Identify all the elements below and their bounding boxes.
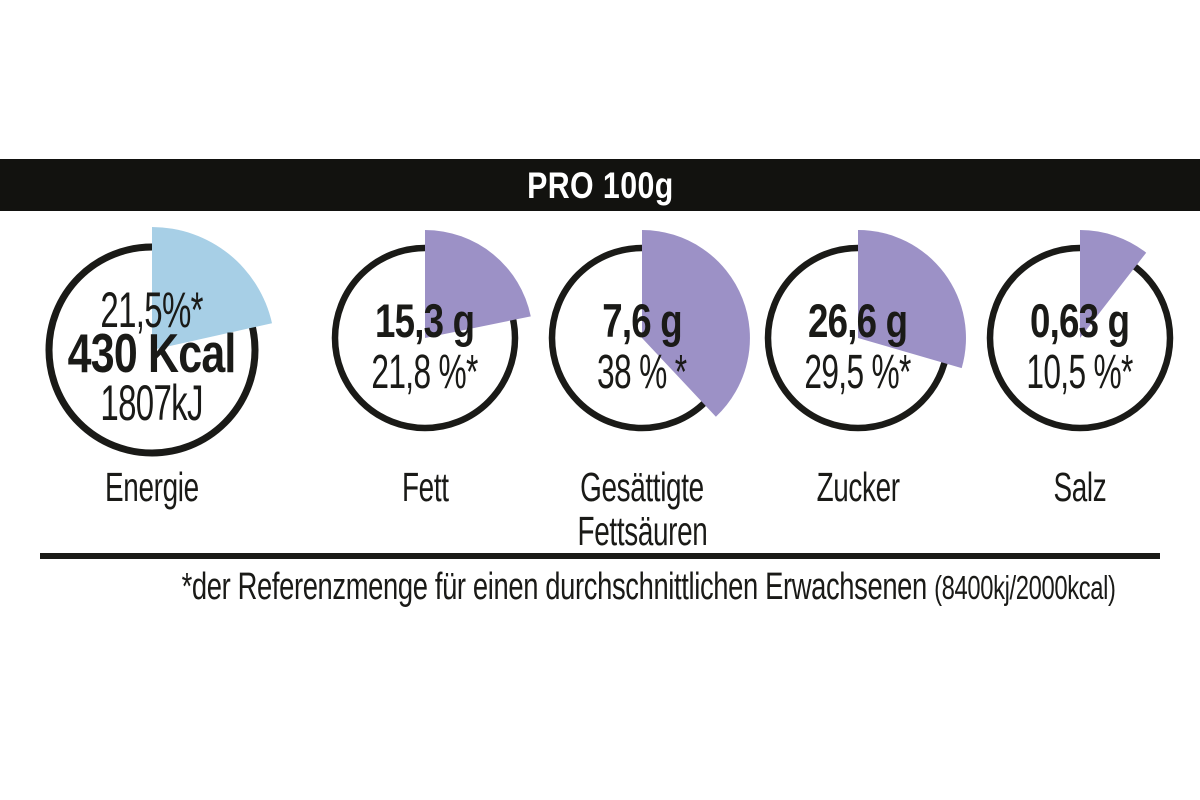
- label-salz: Salz: [1053, 464, 1107, 510]
- gesaettigte-percent: 38 % *: [597, 346, 687, 399]
- salz-percent: 10,5 %*: [1026, 346, 1134, 399]
- energie-percent: 21,5%*: [100, 282, 204, 338]
- fett-percent: 21,8 %*: [371, 346, 479, 399]
- label-energie: Energie: [105, 464, 199, 510]
- energie-kcal-value: 430 Kcal: [68, 322, 237, 384]
- footnote-reference-values: (8400kj/2000kcal): [934, 569, 1116, 606]
- gesaettigte-grams-value: 7,6 g: [602, 294, 682, 347]
- pie-wedge-salz: [1080, 230, 1147, 338]
- dial-salz: 0,63 g 10,5 %*: [960, 210, 1200, 450]
- header-bar: PRO 100g: [0, 159, 1200, 211]
- zucker-percent: 29,5 %*: [804, 346, 912, 399]
- label-zucker: Zucker: [816, 464, 900, 510]
- dial-fett-graphic: [331, 230, 531, 432]
- footnote: *der Referenzmenge für einen durchschnit…: [0, 566, 1200, 610]
- dial-energie: 21,5%* 430 Kcal 1807kJ: [17, 207, 287, 477]
- fett-grams-value: 15,3 g: [375, 294, 475, 347]
- salz-grams-value: 0,63 g: [1030, 294, 1130, 347]
- dial-fett: 15,3 g 21,8 %*: [305, 210, 545, 450]
- footnote-rule: [40, 553, 1160, 559]
- dial-zucker: 26,6 g 29,5 %*: [738, 210, 978, 450]
- pie-wedge-gesaettigte: [642, 230, 750, 417]
- dial-gesaettigte-graphic: [548, 230, 750, 432]
- page-title: PRO 100g: [526, 164, 674, 206]
- dial-salz-graphic: [986, 230, 1174, 432]
- label-gesaettigte-fettsaeuren: Gesättigte Fettsäuren: [577, 464, 707, 555]
- zucker-grams-value: 26,6 g: [808, 294, 908, 347]
- pie-wedge-energie: [152, 227, 272, 350]
- dial-zucker-graphic: [764, 230, 966, 432]
- energie-kj-value: 1807kJ: [100, 375, 204, 431]
- dial-energie-graphic: [45, 227, 272, 457]
- dial-gesaettigte-fettsaeuren: 7,6 g 38 % *: [522, 210, 762, 450]
- pie-wedge-zucker: [858, 230, 966, 369]
- footnote-text: *der Referenzmenge für einen durchschnit…: [181, 566, 935, 608]
- pie-wedge-fett: [425, 230, 531, 338]
- label-fett: Fett: [401, 464, 449, 510]
